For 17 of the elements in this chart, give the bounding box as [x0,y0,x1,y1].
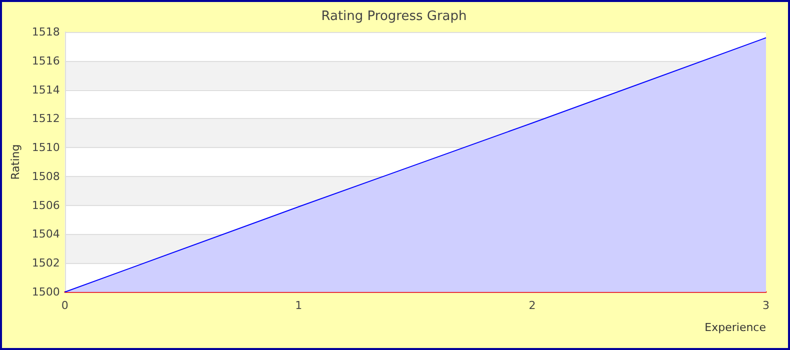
y-tick-label: 1508 [32,170,60,183]
y-tick-label: 1514 [32,83,60,96]
y-tick-label: 1516 [32,54,60,68]
chart-title: Rating Progress Graph [321,9,467,24]
x-axis-title: Experience [704,321,766,334]
y-tick-label: 1510 [32,141,60,154]
y-tick-label: 1504 [32,228,60,241]
x-tick-label: 1 [295,299,302,312]
y-axis-title: Rating [9,144,22,180]
y-tick-label: 1512 [32,112,60,126]
y-tick-label: 1502 [32,256,60,270]
x-tick-label: 0 [61,299,68,312]
x-tick-label: 2 [528,299,536,312]
y-tick-label: 1518 [32,26,60,38]
y-tick-label: 1506 [32,198,60,212]
y-tick-label: 1500 [32,286,60,298]
x-tick-label: 3 [762,299,770,312]
